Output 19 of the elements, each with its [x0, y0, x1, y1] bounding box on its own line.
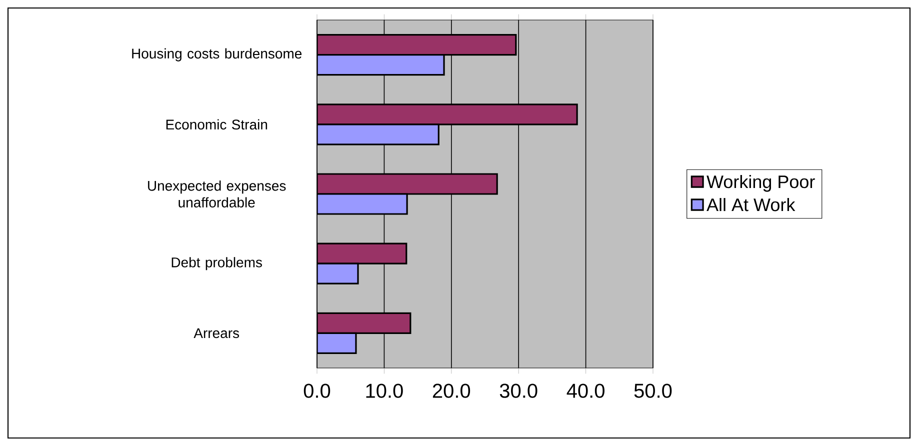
y-tick-label: Economic Strain [166, 119, 268, 130]
bar [317, 124, 440, 146]
bar [317, 54, 445, 76]
y-tick-label: Arrears [194, 328, 240, 338]
x-tick-label: 40.0 [566, 384, 604, 398]
bar [317, 34, 517, 56]
x-tick-label: 30.0 [500, 384, 538, 398]
legend-label: Working Poor [706, 174, 815, 192]
x-tick-label: 20.0 [432, 384, 470, 398]
legend-label: All At Work [706, 198, 796, 212]
bar [317, 104, 578, 126]
y-tick-label: Unexpected expenses unaffordable [148, 180, 286, 208]
x-tick-label: 0.0 [304, 384, 330, 398]
x-tick-label: 50.0 [634, 384, 672, 398]
bar [317, 312, 412, 334]
x-tick-label: 10.0 [366, 384, 403, 398]
y-tick-label: Debt problems [172, 257, 262, 270]
y-tick-label: Housing costs burdensome [132, 48, 302, 62]
bar [317, 242, 408, 264]
